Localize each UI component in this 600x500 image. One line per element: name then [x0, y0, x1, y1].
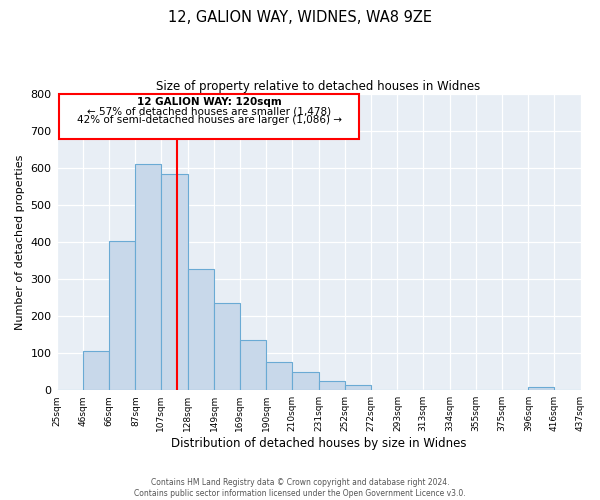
X-axis label: Distribution of detached houses by size in Widnes: Distribution of detached houses by size …	[171, 437, 466, 450]
Bar	[319, 381, 345, 390]
Title: Size of property relative to detached houses in Widnes: Size of property relative to detached ho…	[157, 80, 481, 93]
Bar	[59, 94, 359, 138]
Text: ← 57% of detached houses are smaller (1,478): ← 57% of detached houses are smaller (1,…	[87, 106, 331, 116]
Bar	[345, 384, 371, 390]
Bar	[188, 269, 214, 390]
Y-axis label: Number of detached properties: Number of detached properties	[15, 154, 25, 330]
Bar	[161, 174, 188, 390]
Text: 12 GALION WAY: 120sqm: 12 GALION WAY: 120sqm	[137, 97, 281, 107]
Bar	[292, 372, 319, 390]
Bar	[109, 241, 136, 390]
Bar	[214, 303, 239, 390]
Bar	[83, 352, 109, 390]
Bar	[136, 164, 161, 390]
Text: 12, GALION WAY, WIDNES, WA8 9ZE: 12, GALION WAY, WIDNES, WA8 9ZE	[168, 10, 432, 25]
Bar	[266, 362, 292, 390]
Bar	[239, 340, 266, 390]
Bar	[529, 387, 554, 390]
Text: 42% of semi-detached houses are larger (1,086) →: 42% of semi-detached houses are larger (…	[77, 114, 341, 124]
Text: Contains HM Land Registry data © Crown copyright and database right 2024.
Contai: Contains HM Land Registry data © Crown c…	[134, 478, 466, 498]
